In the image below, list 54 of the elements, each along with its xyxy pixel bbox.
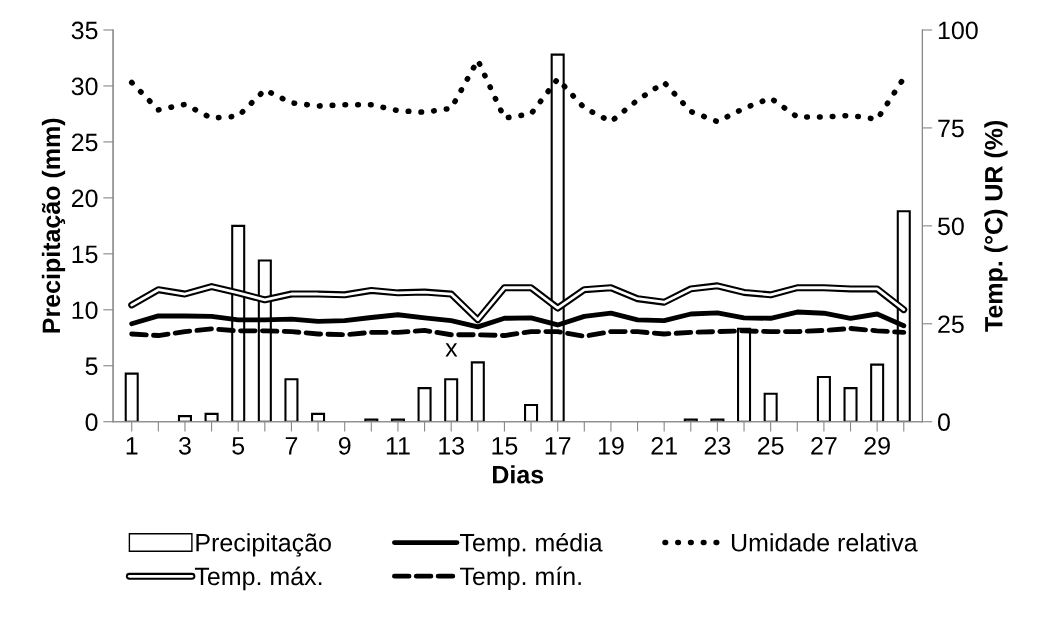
x-tick-label: 3 <box>178 436 191 455</box>
x-tick-label: 5 <box>232 437 245 455</box>
bar <box>390 418 405 422</box>
annotation: x <box>445 343 458 357</box>
y2-tick-label: 100 <box>938 21 978 40</box>
x-axis-title: Dias <box>493 465 544 484</box>
bar <box>683 418 698 422</box>
legend-label: Umidade relativa <box>731 533 918 552</box>
bar <box>444 378 459 422</box>
x-tick-label: 21 <box>651 436 677 455</box>
y-tick-label: 35 <box>71 21 98 40</box>
x-tick-label: 9 <box>338 436 351 455</box>
x-tick-label: 7 <box>285 437 298 455</box>
bar <box>843 387 858 422</box>
legend-label: Temp. mín. <box>460 566 581 591</box>
y-tick-label: 15 <box>72 245 98 264</box>
bar <box>870 363 885 422</box>
y-tick-label: 5 <box>85 357 98 376</box>
bar <box>417 387 432 422</box>
x-tick-label: 11 <box>386 437 410 455</box>
y2-axis-title: Temp. (°C) UR (%) <box>984 120 1008 332</box>
bar <box>311 412 326 422</box>
bar <box>204 412 219 422</box>
x-tick-label: 13 <box>439 436 464 455</box>
x-tick-label: 23 <box>704 436 731 455</box>
y2-tick-label: 75 <box>938 119 964 138</box>
x-tick-label: 25 <box>758 436 784 455</box>
bar <box>524 403 539 422</box>
bar <box>177 415 192 422</box>
bar <box>364 418 379 422</box>
x-tick-label: 29 <box>864 436 890 455</box>
y-tick-label: 25 <box>71 133 98 152</box>
x-tick-label: 19 <box>598 436 624 455</box>
bar <box>763 392 778 422</box>
y2-tick-label: 0 <box>937 413 950 432</box>
bar <box>470 361 485 422</box>
x-tick-label: 27 <box>811 436 837 455</box>
y-tick-label: 20 <box>71 189 98 208</box>
y2-tick-label: 25 <box>938 315 964 334</box>
bar <box>124 372 139 422</box>
legend-label: Temp. máx. <box>194 566 322 591</box>
y-tick-label: 30 <box>71 77 98 96</box>
bar <box>284 378 299 422</box>
y-tick-label: 0 <box>85 413 98 432</box>
bar <box>710 418 725 422</box>
x-tick-label: 15 <box>492 437 518 455</box>
legend-label: Temp. média <box>460 532 603 557</box>
bar <box>816 375 831 422</box>
x-tick-label: 17 <box>545 437 571 455</box>
legend-label: Precipitação <box>196 533 331 557</box>
y-axis-title: Precipitação (mm) <box>41 118 66 333</box>
x-tick-label: 1 <box>126 437 138 455</box>
y2-tick-label: 50 <box>937 217 964 236</box>
y-tick-label: 10 <box>72 301 98 320</box>
